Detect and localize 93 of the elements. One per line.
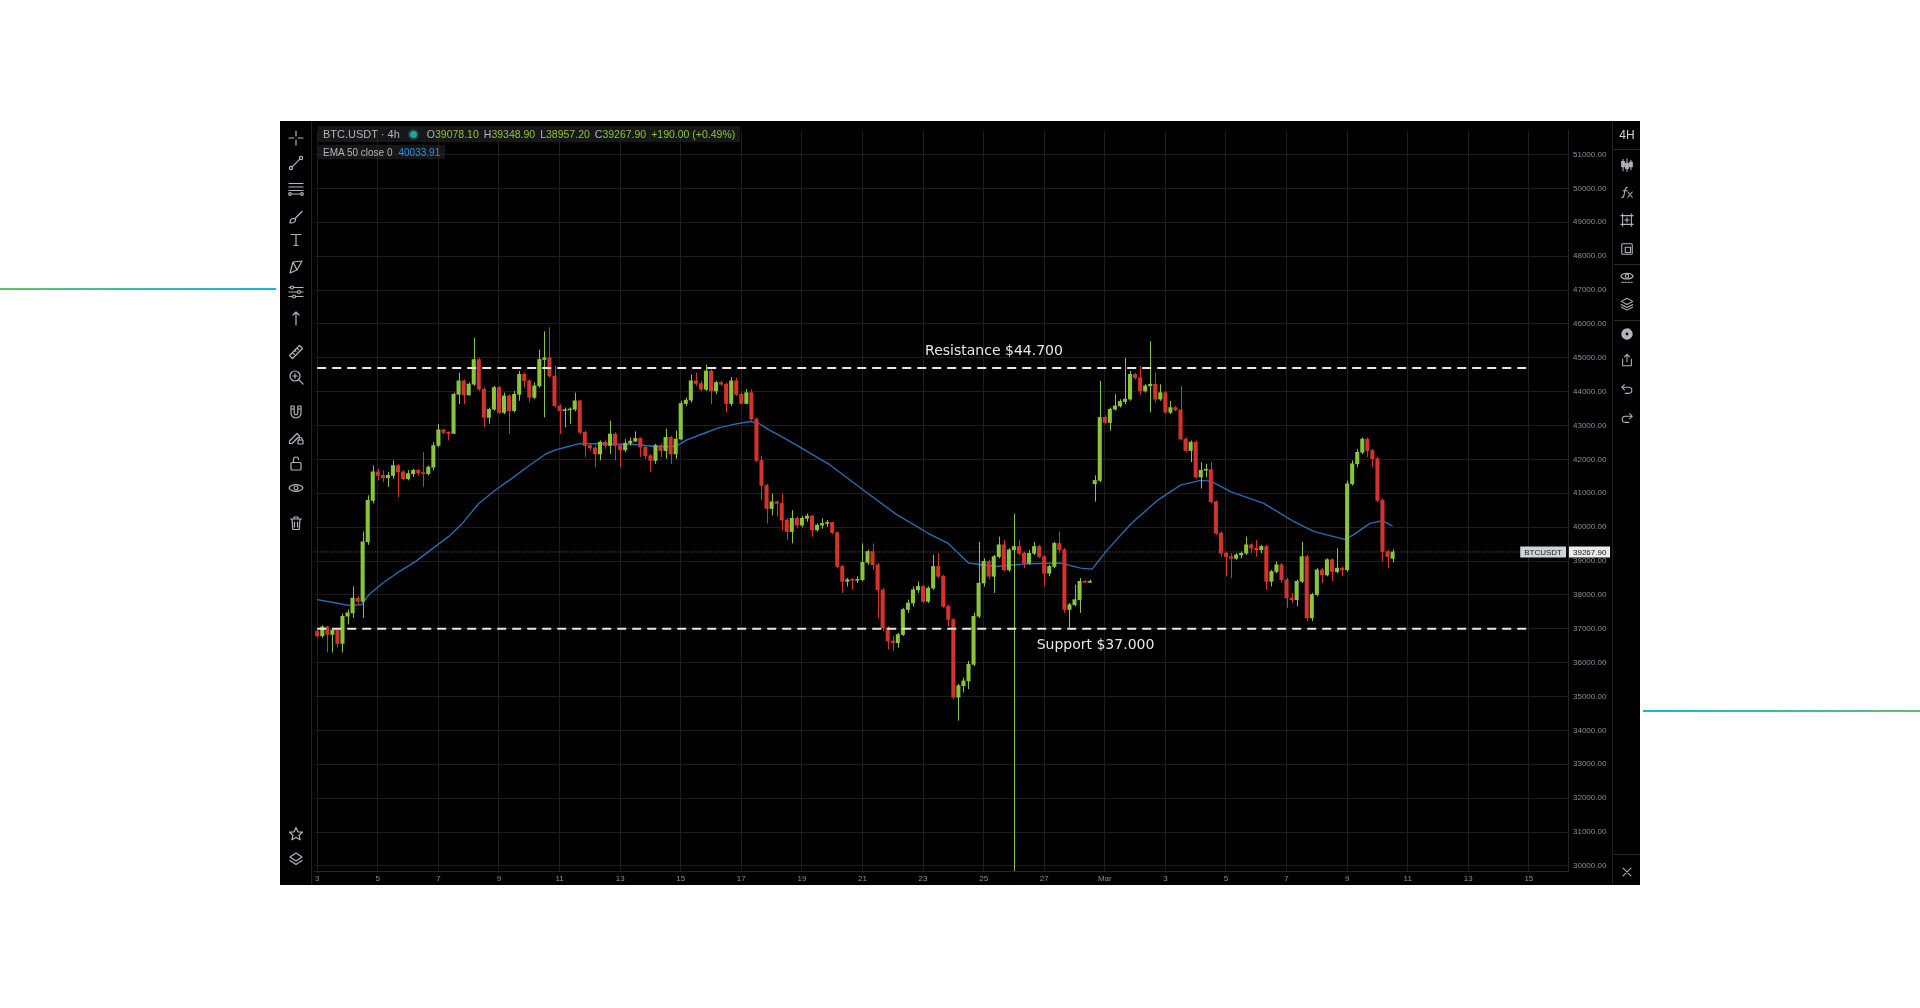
y-tick-label: 51000.00	[1573, 149, 1607, 159]
x-tick-label: 11	[1403, 874, 1413, 883]
y-tick-label: 38000.00	[1573, 590, 1607, 600]
candlestick	[608, 420, 613, 455]
x-tick-label: 21	[858, 874, 868, 883]
candlestick	[638, 436, 643, 458]
y-tick-label: 30000.00	[1573, 861, 1607, 871]
y-tick-label: 31000.00	[1573, 827, 1607, 837]
candlestick	[668, 435, 673, 465]
annotation: H39348.90	[483, 128, 536, 140]
candlestick	[1335, 547, 1340, 574]
x-tick-label: 25	[979, 874, 989, 883]
candlestick	[981, 557, 986, 587]
x-tick-label: 13	[615, 874, 626, 883]
candlestick	[330, 627, 335, 653]
y-tick-label: 49000.00	[1573, 217, 1607, 227]
x-tick-label: 5	[375, 874, 381, 883]
y-tick-label: 36000.00	[1573, 657, 1607, 667]
annotation: 40033.91	[398, 146, 441, 158]
y-tick-label: 34000.00	[1573, 725, 1607, 735]
candlestick	[1163, 390, 1168, 415]
candlestick	[769, 493, 774, 516]
x-tick-label: 7	[436, 874, 442, 883]
candlestick	[350, 585, 355, 619]
y-tick-label: 46000.00	[1573, 319, 1607, 329]
candlestick	[395, 463, 401, 498]
x-tick-label: 19	[797, 874, 807, 883]
y-tick-label: 40000.00	[1573, 522, 1607, 532]
text: 39267.90	[1573, 547, 1607, 557]
y-tick-label: 41000.00	[1573, 488, 1607, 498]
x-tick-label: 27	[1039, 874, 1050, 883]
y-tick-label: 42000.00	[1573, 454, 1607, 464]
y-tick-label: 39000.00	[1573, 556, 1607, 566]
y-tick-label: 44000.00	[1573, 386, 1607, 396]
y-tick-label: 35000.00	[1573, 691, 1607, 701]
y-tick-label: 43000.00	[1573, 420, 1607, 430]
y-tick-label: 33000.00	[1573, 759, 1607, 769]
candlestick	[501, 392, 507, 415]
x-tick-label: 11	[555, 874, 565, 883]
annotation: L38957.20	[540, 128, 590, 140]
candlestick	[1122, 357, 1128, 405]
y-tick-label: 48000.00	[1573, 251, 1607, 261]
x-tick-label: 15	[676, 874, 686, 883]
candlestick	[1153, 372, 1158, 403]
x-tick-label: 17	[736, 874, 747, 883]
annotation: C39267.90	[594, 128, 647, 140]
x-tick-label: 3	[315, 874, 320, 883]
y-tick-label: 47000.00	[1573, 285, 1607, 295]
candlestick	[1228, 552, 1234, 579]
candlestick	[653, 443, 658, 465]
candlestick	[507, 393, 512, 435]
candlestick	[1057, 531, 1062, 554]
x-tick-label: Mar	[1097, 874, 1113, 883]
candlestick	[461, 378, 466, 405]
annotation: EMA 50 close 0	[323, 146, 393, 158]
annotation: O39078.10	[426, 128, 479, 140]
candlestick	[986, 559, 991, 581]
candlestick	[1188, 439, 1193, 463]
x-tick-label: 9	[1344, 874, 1350, 883]
candlestick	[673, 430, 678, 460]
candlestick	[931, 554, 936, 591]
candlestick	[390, 459, 395, 480]
candlestick	[688, 373, 693, 403]
candlestick	[1011, 513, 1016, 871]
candlestick	[729, 376, 734, 407]
candlestick	[1365, 436, 1370, 458]
candlestick	[557, 403, 562, 435]
candlestick	[1006, 547, 1011, 573]
y-tick-label: 45000.00	[1573, 352, 1607, 362]
x-tick-label: 13	[1463, 874, 1474, 883]
candlestick	[572, 392, 577, 412]
x-tick-label: 7	[1284, 874, 1290, 883]
candlestick	[325, 625, 330, 653]
ref-line-label: Resistance $44.700	[925, 341, 1063, 358]
text: 4H	[1618, 127, 1636, 143]
x-tick-label: 9	[496, 874, 502, 883]
annotation: +190.00 (+0.49%)	[651, 128, 736, 140]
candlestick	[784, 517, 789, 541]
candlestick	[956, 683, 961, 722]
chart-title: BTC.USDT · 4h	[323, 128, 400, 140]
candlestick	[613, 431, 618, 461]
x-tick-label: 5	[1223, 874, 1229, 883]
x-tick-label: 23	[918, 874, 929, 883]
y-tick-label: 32000.00	[1573, 793, 1607, 803]
candlestick	[597, 439, 602, 461]
y-tick-label: 50000.00	[1573, 183, 1607, 193]
x-tick-label: 3	[1163, 874, 1169, 883]
candlestick	[708, 368, 714, 405]
x-tick-label: 15	[1524, 874, 1534, 883]
ref-line-label: BTCUSDT	[1524, 547, 1563, 557]
y-tick-label: 37000.00	[1573, 623, 1607, 633]
ref-line-label: Support $37.000	[1036, 636, 1155, 653]
candlestick	[921, 584, 926, 604]
